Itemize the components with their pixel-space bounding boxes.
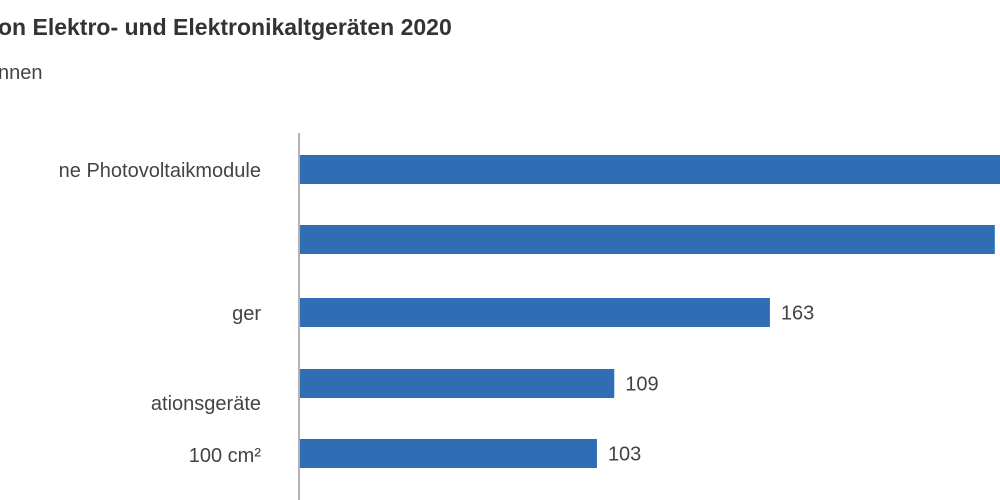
category-label: 100 cm² [189, 445, 262, 467]
bar [300, 439, 597, 468]
data-label: 163 [781, 303, 814, 325]
data-label: 103 [608, 444, 641, 466]
bar [300, 298, 770, 327]
category-label: ne Photovoltaikmodule [59, 160, 261, 182]
category-label: ationsgeräte [151, 393, 261, 415]
bar [300, 369, 615, 398]
category-label: ger [232, 303, 261, 325]
data-label: 109 [625, 374, 658, 396]
chart-subtitle: nnen [0, 62, 43, 84]
bar [300, 155, 1000, 184]
bar [300, 225, 995, 254]
chart-title: on Elektro- und Elektronikaltgeräten 202… [0, 14, 452, 40]
